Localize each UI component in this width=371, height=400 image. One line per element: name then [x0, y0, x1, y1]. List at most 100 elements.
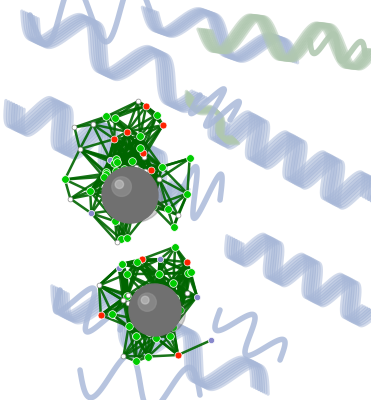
Point	[154, 296, 160, 302]
Circle shape	[102, 167, 158, 223]
Point	[137, 167, 143, 174]
Point	[121, 206, 127, 212]
Point	[121, 165, 127, 172]
Point	[154, 296, 160, 302]
Point	[184, 259, 190, 266]
Point	[112, 114, 118, 121]
Point	[121, 181, 127, 188]
Point	[170, 324, 176, 330]
Point	[68, 196, 73, 202]
Point	[172, 244, 178, 250]
Point	[103, 170, 109, 177]
Point	[174, 304, 180, 311]
Point	[135, 98, 141, 104]
Point	[107, 156, 113, 163]
Point	[119, 261, 125, 268]
Point	[121, 353, 127, 359]
Point	[185, 270, 191, 276]
Point	[145, 353, 151, 360]
Point	[126, 323, 132, 330]
Point	[141, 154, 147, 160]
Point	[131, 205, 137, 211]
Point	[124, 234, 130, 241]
Point	[171, 224, 177, 230]
Point	[103, 169, 109, 176]
Point	[151, 300, 157, 306]
Point	[148, 167, 154, 173]
Point	[105, 188, 111, 195]
Point	[133, 358, 139, 365]
Point	[111, 136, 117, 142]
Circle shape	[138, 293, 156, 311]
Point	[109, 311, 115, 317]
Point	[154, 323, 160, 329]
Point	[88, 210, 94, 216]
Point	[138, 187, 144, 194]
Point	[188, 269, 194, 275]
Circle shape	[115, 180, 124, 188]
Point	[111, 160, 117, 167]
Circle shape	[112, 177, 131, 196]
Point	[120, 297, 126, 304]
Point	[160, 122, 166, 128]
Point	[127, 173, 133, 179]
Point	[140, 150, 146, 156]
Point	[98, 312, 104, 318]
Point	[133, 163, 139, 170]
Point	[77, 146, 83, 152]
Point	[184, 190, 190, 197]
Point	[159, 286, 165, 292]
Point	[125, 300, 131, 306]
Point	[170, 280, 176, 286]
Point	[104, 113, 109, 120]
Point	[137, 133, 143, 140]
Point	[124, 128, 130, 135]
Point	[139, 186, 145, 192]
Point	[172, 295, 178, 301]
Point	[175, 352, 181, 358]
Point	[177, 307, 183, 314]
Point	[156, 271, 162, 277]
Point	[134, 259, 140, 265]
Point	[112, 218, 118, 224]
Point	[146, 328, 152, 335]
Point	[138, 145, 144, 152]
Point	[137, 316, 142, 323]
Point	[90, 121, 96, 128]
Point	[129, 158, 135, 165]
Point	[158, 164, 164, 170]
Point	[165, 291, 171, 297]
Point	[150, 203, 156, 209]
Point	[113, 156, 119, 163]
Circle shape	[141, 296, 149, 304]
Point	[134, 167, 140, 174]
Point	[119, 260, 125, 267]
Point	[72, 124, 78, 130]
Point	[124, 271, 129, 277]
Point	[143, 103, 149, 109]
Point	[156, 176, 162, 182]
Point	[118, 236, 124, 242]
Point	[153, 334, 159, 341]
Point	[150, 302, 156, 308]
Point	[114, 158, 120, 165]
Point	[157, 256, 163, 262]
Point	[175, 212, 181, 218]
Point	[208, 337, 214, 344]
Point	[187, 155, 193, 162]
Point	[87, 188, 93, 194]
Point	[134, 173, 140, 179]
Point	[96, 282, 102, 289]
Point	[162, 307, 168, 313]
Point	[134, 188, 140, 194]
Point	[113, 167, 119, 174]
Point	[165, 206, 171, 213]
Ellipse shape	[131, 292, 185, 336]
Point	[149, 302, 155, 309]
Point	[62, 176, 68, 183]
Point	[167, 332, 173, 339]
Ellipse shape	[104, 175, 162, 223]
Point	[139, 256, 145, 262]
Point	[194, 293, 200, 300]
Point	[168, 318, 174, 324]
